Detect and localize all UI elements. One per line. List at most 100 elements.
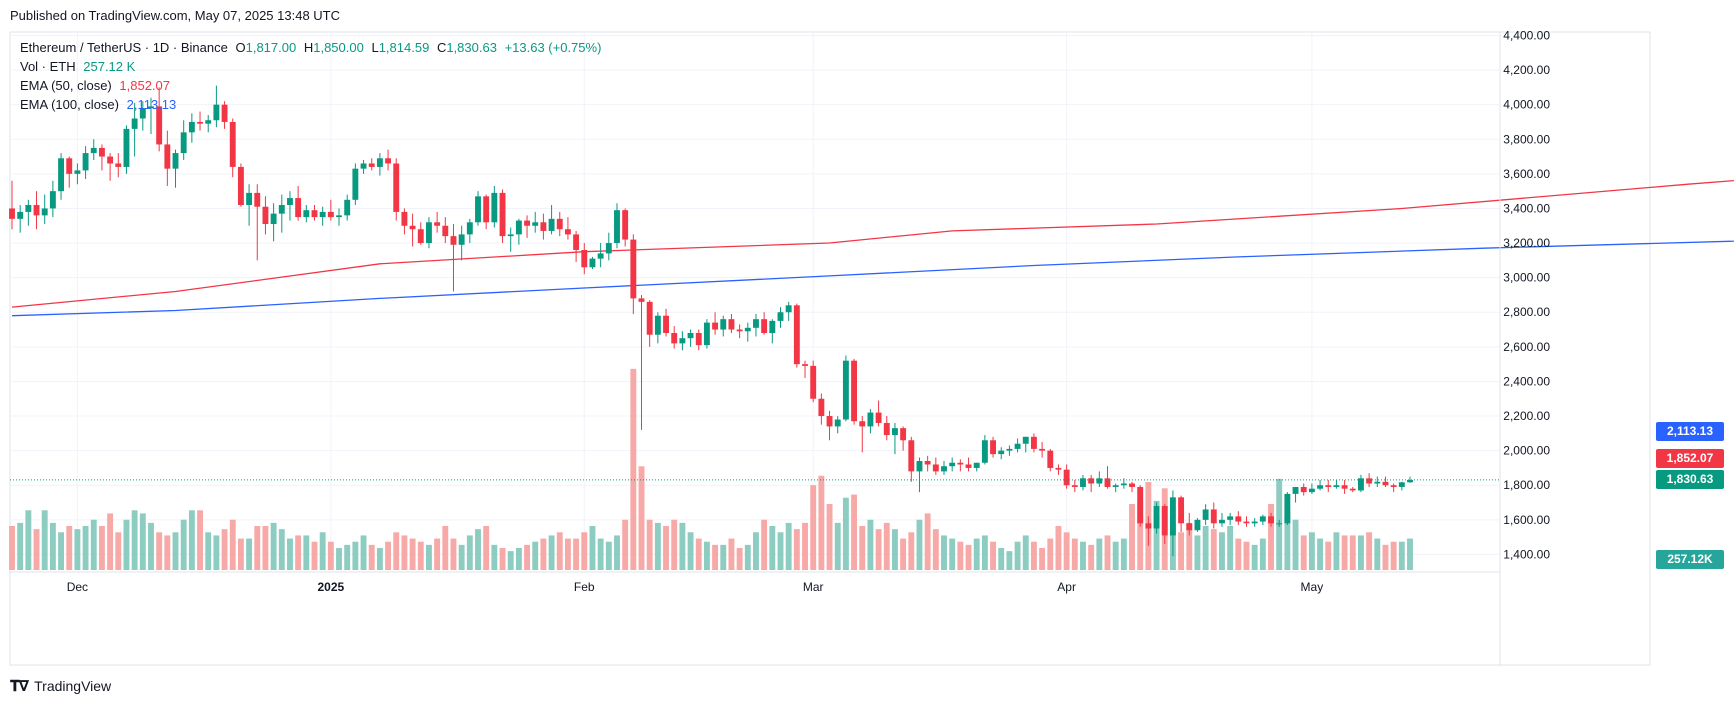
volume-bar [9, 526, 15, 570]
candle [712, 312, 719, 335]
candle-body [58, 158, 64, 192]
candle [736, 324, 743, 339]
volume-bar [197, 510, 203, 570]
volume-bar [638, 466, 645, 570]
legend-ema50-row: EMA (50, close) 1,852.07 [20, 76, 601, 95]
candle [556, 211, 563, 237]
volume-bar [499, 548, 506, 570]
candle-body [1129, 483, 1135, 487]
candle-body [1080, 478, 1086, 487]
candle-body [589, 258, 596, 268]
candle [1194, 518, 1201, 532]
candle-body [1284, 493, 1291, 524]
candle-body [25, 204, 32, 212]
candle [237, 163, 244, 207]
candle [932, 457, 939, 475]
volume-bar [597, 538, 604, 570]
volume-bar [1153, 500, 1160, 570]
candle [826, 410, 833, 441]
price-tick-label: 1,400.00 [1503, 547, 1550, 561]
volume-bar [614, 535, 620, 570]
candle [180, 120, 187, 161]
candle [319, 206, 326, 226]
volume-bar [1243, 541, 1250, 570]
candle-body [123, 128, 130, 167]
last-price-tag: 1,830.63 [1656, 470, 1724, 490]
volume-bar [932, 529, 939, 570]
candle-body [1210, 509, 1217, 524]
volume-bar [188, 510, 195, 570]
candle-body [475, 196, 481, 223]
time-axis[interactable]: Dec 2025 Feb Mar Apr May [10, 571, 1500, 594]
symbol-title[interactable]: Ethereum / TetherUS · 1D · Binance [20, 40, 228, 55]
price-tick-label: 4,200.00 [1503, 63, 1550, 77]
candle-body [393, 163, 400, 212]
volume-bar [826, 504, 833, 570]
candle-body [761, 319, 768, 334]
candle-body [74, 170, 81, 174]
candle [417, 222, 424, 245]
volume-bar [1407, 538, 1413, 570]
ema100-label[interactable]: EMA (100, close) [20, 97, 119, 112]
volume-bar [753, 532, 759, 570]
candle-body [1202, 509, 1209, 520]
candle [434, 211, 441, 233]
candle [1178, 495, 1185, 532]
candle [630, 234, 637, 314]
candle [344, 194, 351, 221]
candle-body [49, 191, 56, 209]
candle-body [581, 249, 588, 268]
ema50-label[interactable]: EMA (50, close) [20, 78, 112, 93]
volume-bar [630, 368, 637, 570]
volume-bar [417, 541, 424, 570]
volume-bar [941, 535, 947, 570]
candle-body [1145, 523, 1152, 529]
volume-bar [376, 548, 383, 570]
candle-body [990, 440, 996, 455]
volume-bar [17, 522, 24, 570]
candle-body [41, 208, 48, 216]
candle-body [1341, 485, 1348, 489]
candle [33, 191, 40, 230]
price-tick-label: 1,800.00 [1503, 478, 1550, 492]
candle [197, 111, 203, 131]
candle [466, 218, 473, 244]
candle [728, 313, 735, 334]
candle-body [753, 319, 759, 328]
candle [1210, 502, 1217, 529]
volume-label[interactable]: Vol · ETH [20, 59, 76, 74]
candle [990, 436, 996, 458]
footer-brand[interactable]: 𝐓∇ TradingView [10, 677, 111, 695]
candle [818, 393, 825, 425]
candle [376, 153, 383, 176]
price-axis[interactable]: 1,400.00 1,600.00 1,800.00 2,000.00 2,200.00… [1499, 28, 1550, 665]
price-tick-label: 2,800.00 [1503, 305, 1550, 319]
volume-bar [25, 510, 32, 570]
volume-bar [1202, 526, 1209, 570]
candle-body [744, 327, 751, 332]
volume-bar [924, 513, 931, 570]
candle-body [908, 440, 915, 472]
volume-bar [385, 541, 392, 570]
candle [352, 163, 359, 205]
volume-bar [254, 526, 261, 570]
candle [1374, 476, 1381, 487]
volume-bar [148, 522, 154, 570]
candle-body [1022, 436, 1029, 444]
volume-bar [1112, 541, 1119, 570]
candle [491, 185, 498, 228]
volume-bar [49, 522, 56, 570]
volume-bar [1137, 500, 1144, 570]
candle [1088, 474, 1095, 493]
volume-bar [58, 532, 64, 570]
volume-bar [1071, 538, 1078, 570]
candle-body [548, 218, 555, 231]
candle-body [131, 118, 138, 129]
candle [148, 97, 154, 135]
candle [1251, 518, 1258, 527]
candle-body [924, 461, 931, 465]
candle-body [1325, 485, 1332, 487]
candle-body [213, 104, 220, 121]
volume-bar [573, 538, 580, 570]
